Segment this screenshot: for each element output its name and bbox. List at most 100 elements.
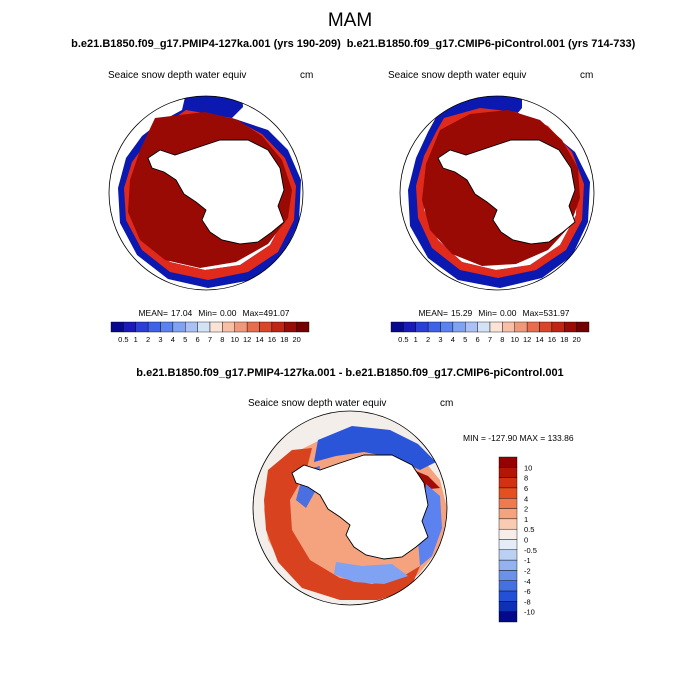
panel-diff-colorbar-box <box>498 487 518 499</box>
panel-diff-colorbar-label: -10 <box>524 608 535 617</box>
panel-case-colorbar-box <box>160 321 174 333</box>
panel-diff-field-blue-north <box>314 426 436 470</box>
panel-control-colorbar-box <box>489 321 503 333</box>
panel-diff-map <box>253 411 447 605</box>
panel-control-variable: Seaice snow depth water equiv <box>388 70 526 81</box>
panel-case-colorbar-box <box>259 321 273 333</box>
panel-case-colorbar-label: 12 <box>243 335 251 344</box>
panel-case-colorbar: 0.5 1 2 3 4 5 6 7 8 10 12 14 16 18 20 <box>110 321 310 344</box>
panel-case: b.e21.B1850.f09_g17.PMIP4-127ka.001 (yrs… <box>71 38 341 344</box>
panel-case-units: cm <box>300 70 313 81</box>
panel-control-colorbar-label: 6 <box>476 335 480 344</box>
panel-diff-colorbar-box <box>498 528 518 540</box>
panel-control-colorbar-label: 20 <box>572 335 580 344</box>
panel-control-colorbar-label: 12 <box>523 335 531 344</box>
panel-diff-colorbar-label: 0 <box>524 536 528 545</box>
panel-diff: b.e21.B1850.f09_g17.PMIP4-127ka.001 - b.… <box>136 367 574 623</box>
panel-case-title: b.e21.B1850.f09_g17.PMIP4-127ka.001 (yrs… <box>71 38 341 50</box>
panel-diff-colorbar-box <box>498 518 518 530</box>
panel-diff-colorbar-box <box>498 570 518 581</box>
panel-control-colorbar-label: 8 <box>500 335 504 344</box>
panel-case-colorbar-box <box>209 321 223 333</box>
panel-control-colorbar-label: 16 <box>548 335 556 344</box>
panel-diff-colorbar-box <box>498 456 518 468</box>
panel-diff-units: cm <box>440 398 453 409</box>
panel-case-colorbar-box <box>296 321 310 333</box>
panel-case-colorbar-box <box>147 321 161 333</box>
panel-control-colorbar-label: 3 <box>438 335 442 344</box>
panel-control-colorbar-box <box>477 321 491 333</box>
panel-control-colorbar-box <box>564 321 577 333</box>
panel-diff-colorbar-box <box>498 580 518 592</box>
panel-diff-colorbar-label: 1 <box>524 515 528 524</box>
panel-control-colorbar-box <box>427 321 441 333</box>
panel-diff-minmax: MIN = -127.90 MAX = 133.86 <box>463 433 574 443</box>
panel-case-colorbar-label: 7 <box>208 335 212 344</box>
panel-diff-colorbar-box <box>498 477 518 489</box>
panel-diff-colorbar: 10 864 210.5 0-0.5-1-2 -4-6-8 -10 <box>498 456 537 623</box>
panel-diff-colorbar-box <box>498 611 518 623</box>
panel-control-colorbar-box <box>551 321 565 333</box>
panel-diff-field-red-west <box>264 448 420 600</box>
panel-control-colorbar-box <box>415 321 429 333</box>
panel-diff-colorbar-label: -4 <box>524 577 531 586</box>
panel-case-colorbar-label: 0.5 <box>118 335 128 344</box>
panel-case-colorbar-label: 2 <box>146 335 150 344</box>
panel-control-map <box>400 96 594 290</box>
panel-diff-colorbar-label: 8 <box>524 474 528 483</box>
panel-diff-colorbar-box <box>498 508 518 520</box>
panel-case-colorbar-box <box>110 321 124 333</box>
panel-control-colorbar-box <box>539 321 553 333</box>
figure-title: MAM <box>328 10 372 31</box>
panel-diff-colorbar-label: 0.5 <box>524 525 534 534</box>
panel-control-colorbar: 0.5 1 2 3 4 5 6 7 8 10 12 14 16 18 20 <box>390 321 590 344</box>
panel-case-colorbar-label: 4 <box>171 335 175 344</box>
panel-control-colorbar-label: 18 <box>560 335 568 344</box>
panel-diff-colorbar-box <box>498 549 518 561</box>
panel-diff-colorbar-label: -8 <box>524 597 531 606</box>
panel-diff-title: b.e21.B1850.f09_g17.PMIP4-127ka.001 - b.… <box>136 367 563 379</box>
panel-control-colorbar-label: 5 <box>463 335 467 344</box>
panel-control-colorbar-box <box>514 321 528 333</box>
panel-control-colorbar-box <box>403 321 416 333</box>
panel-case-colorbar-label: 8 <box>220 335 224 344</box>
panel-case-colorbar-label: 1 <box>134 335 138 344</box>
panel-diff-variable: Seaice snow depth water equiv <box>248 398 386 409</box>
panel-control-stats: MEAN= 15.29 Min= 0.00 Max=531.97 <box>418 308 569 318</box>
panel-control-map-border <box>399 95 595 291</box>
panel-case-colorbar-label: 16 <box>268 335 276 344</box>
panel-case-colorbar-box <box>123 321 136 333</box>
panel-case-map <box>109 96 303 290</box>
panel-control-antarctica <box>437 139 576 245</box>
panel-control-units: cm <box>580 70 593 81</box>
panel-case-colorbar-label: 6 <box>196 335 200 344</box>
panel-diff-colorbar-label: 10 <box>524 463 532 472</box>
panel-control-colorbar-label: 0.5 <box>398 335 408 344</box>
panel-control-colorbar-label: 2 <box>426 335 430 344</box>
panel-case-colorbar-box <box>246 321 260 333</box>
panel-diff-field-blue-east <box>418 484 442 566</box>
panel-case-colorbar-box <box>271 321 285 333</box>
panel-diff-colorbar-label: -1 <box>524 556 531 565</box>
panel-case-colorbar-label: 10 <box>231 335 239 344</box>
panel-case-variable: Seaice snow depth water equiv <box>108 70 246 81</box>
panel-case-stats: MEAN= 17.04 Min= 0.00 Max=491.07 <box>138 308 289 318</box>
panel-diff-field-blue-south <box>334 562 408 584</box>
panel-control-colorbar-label: 7 <box>488 335 492 344</box>
panel-diff-colorbar-label: 2 <box>524 505 528 514</box>
panel-case-map-border <box>108 95 304 291</box>
panel-control-colorbar-label: 14 <box>535 335 543 344</box>
panel-control-title: b.e21.B1850.f09_g17.CMIP6-piControl.001 … <box>347 38 636 50</box>
panel-case-colorbar-label: 20 <box>292 335 300 344</box>
panel-case-colorbar-box <box>284 321 297 333</box>
panel-case-colorbar-box <box>172 321 186 333</box>
panel-control: b.e21.B1850.f09_g17.CMIP6-piControl.001 … <box>347 38 636 344</box>
panel-case-colorbar-label: 3 <box>158 335 162 344</box>
panel-case-colorbar-label: 5 <box>183 335 187 344</box>
panel-diff-antarctica <box>291 454 429 560</box>
panel-control-colorbar-box <box>390 321 404 333</box>
panel-diff-colorbar-box <box>498 498 518 509</box>
panel-case-colorbar-box <box>197 321 211 333</box>
panel-diff-colorbar-label: -2 <box>524 566 531 575</box>
